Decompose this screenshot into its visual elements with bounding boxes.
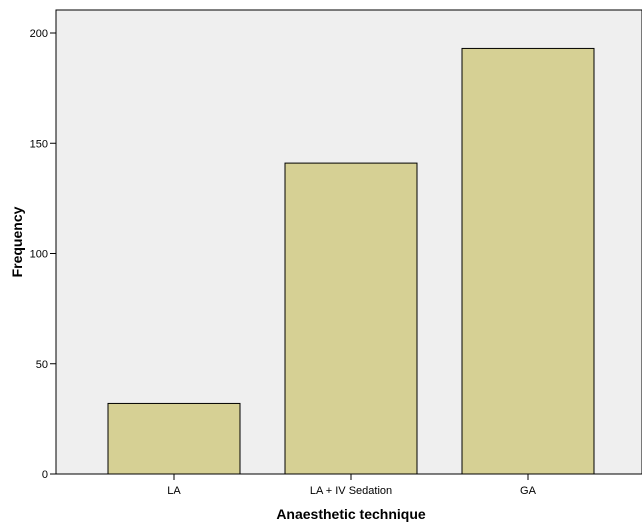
x-axis-title: Anaesthetic technique xyxy=(276,506,426,522)
y-axis-title: Frequency xyxy=(9,206,25,277)
y-tick-label: 50 xyxy=(36,359,48,371)
x-tick-label: LA + IV Sedation xyxy=(310,485,392,497)
bars xyxy=(107,47,595,475)
y-tick-label: 150 xyxy=(30,138,48,150)
bar-la xyxy=(107,402,241,475)
x-axis: LA LA + IV Sedation GA xyxy=(167,474,537,497)
bar-la-iv-sedation xyxy=(284,162,418,475)
x-tick-label: GA xyxy=(520,485,537,497)
y-tick-label: 0 xyxy=(42,469,48,481)
bar-ga xyxy=(461,47,595,475)
y-tick-label: 200 xyxy=(30,28,48,40)
y-axis: 0 50 100 150 200 xyxy=(30,28,56,481)
x-tick-label: LA xyxy=(167,485,181,497)
y-tick-label: 100 xyxy=(30,249,48,261)
